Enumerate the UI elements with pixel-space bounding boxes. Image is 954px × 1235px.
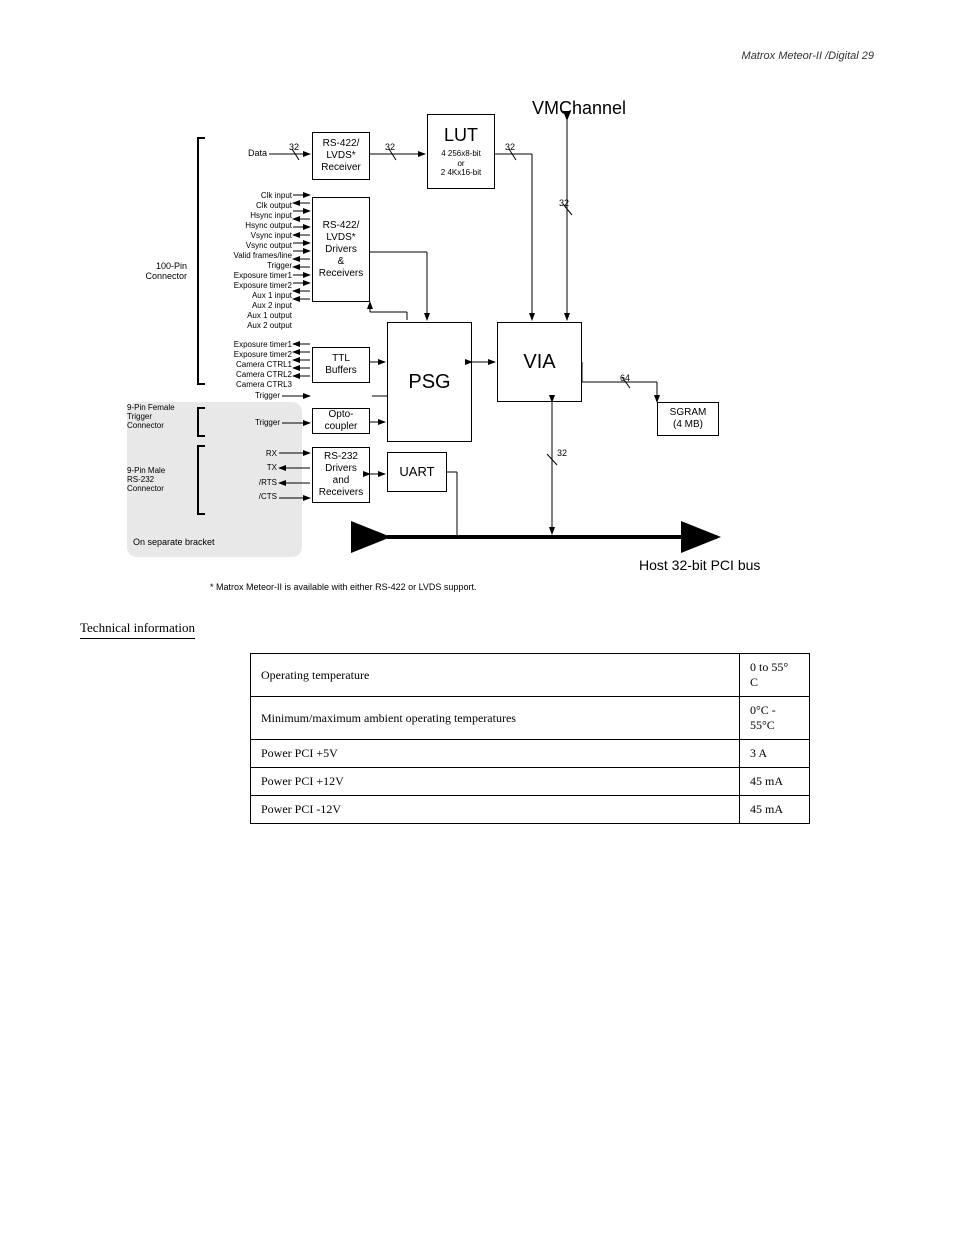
- spec-table: Operating temperature0 to 55° CMinimum/m…: [250, 653, 810, 824]
- table-row: Minimum/maximum ambient operating temper…: [251, 697, 810, 740]
- table-row: Power PCI -12V45 mA: [251, 796, 810, 824]
- table-row: Power PCI +12V45 mA: [251, 768, 810, 796]
- diagram-footnote: * Matrox Meteor-II is available with eit…: [210, 582, 874, 592]
- table-row: Operating temperature0 to 55° C: [251, 654, 810, 697]
- page-header: Matrox Meteor-II /Digital 29: [80, 50, 874, 62]
- section-title: Technical information: [80, 620, 195, 639]
- diagram-svg: [127, 82, 827, 572]
- table-row: Power PCI +5V3 A: [251, 740, 810, 768]
- block-diagram: 100-PinConnector 9-Pin FemaleTriggerConn…: [127, 82, 827, 572]
